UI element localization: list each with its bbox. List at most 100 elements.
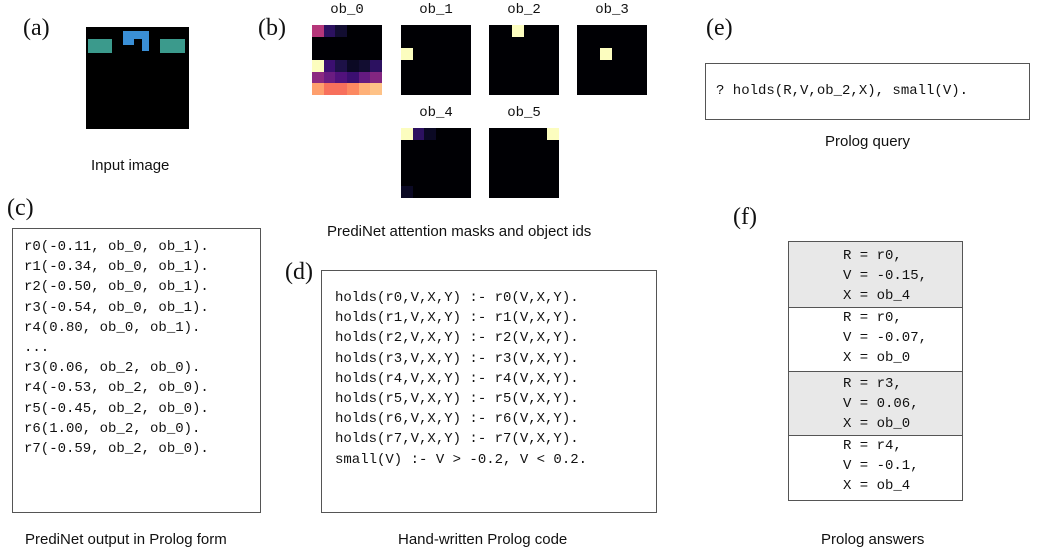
- prolog-answers-box: R = r0, V = -0.15, X = ob_4 R = r0, V = …: [788, 241, 963, 501]
- mask-cell: [436, 83, 448, 95]
- answer-block: R = r4, V = -0.1, X = ob_4: [789, 436, 962, 500]
- input-image: [86, 27, 189, 129]
- mask-cell: [401, 48, 413, 60]
- mask-cell: [347, 36, 359, 49]
- mask-cell: [335, 25, 347, 37]
- mask-cell: [577, 71, 589, 84]
- mask-cell: [489, 174, 501, 187]
- mask-cell: [459, 139, 471, 152]
- mask-cell: [500, 186, 513, 198]
- mask-cell: [335, 36, 347, 49]
- mask-cell: [401, 83, 413, 95]
- code-line: r4(0.80, ob_0, ob_1).: [24, 319, 201, 336]
- answer-line: V = -0.15,: [843, 268, 928, 284]
- mask-cell: [424, 36, 436, 49]
- mask-cell: [436, 163, 448, 175]
- mask-cell: [535, 25, 548, 37]
- mask-cell: [447, 25, 460, 37]
- mask-cell: [312, 48, 324, 60]
- mask-cell: [577, 25, 589, 37]
- mask-cell: [500, 25, 513, 37]
- mask-cell: [323, 36, 336, 49]
- mask-cell: [401, 139, 413, 152]
- code-line: ...: [24, 340, 50, 357]
- mask-cell: [424, 151, 436, 163]
- mask-cell: [412, 71, 425, 84]
- mask-cell: [547, 128, 559, 140]
- mask-cell: [489, 151, 501, 163]
- mask-cell: [412, 174, 425, 187]
- mask-cell: [424, 25, 436, 37]
- mask-cell: [347, 60, 359, 72]
- mask-cell: [489, 36, 501, 49]
- attention-mask-ob0: [312, 25, 382, 95]
- mask-cell: [577, 48, 589, 60]
- mask-cell: [547, 139, 559, 152]
- mask-cell: [547, 36, 559, 49]
- mask-cell: [535, 174, 548, 187]
- code-line: r0(-0.11, ob_0, ob_1).: [24, 239, 209, 255]
- mask-cell: [323, 60, 336, 72]
- code-line: holds(r2,V,X,Y) :- r2(V,X,Y).: [335, 330, 579, 347]
- mask-cell: [500, 48, 513, 60]
- mask-cell: [588, 60, 601, 72]
- code-line: holds(r4,V,X,Y) :- r4(V,X,Y).: [335, 370, 579, 387]
- ob-title-5: ob_5: [507, 105, 541, 121]
- code-line: r3(0.06, ob_2, ob_0).: [24, 360, 201, 377]
- prolog-code-lines: holds(r0,V,X,Y) :- r0(V,X,Y). holds(r1,V…: [335, 288, 587, 470]
- mask-cell: [312, 36, 324, 49]
- caption-input-image: Input image: [91, 157, 170, 174]
- mask-cell: [500, 71, 513, 84]
- mask-cell: [500, 139, 513, 152]
- answer-line: X = ob_4: [843, 478, 911, 494]
- mask-cell: [489, 60, 501, 72]
- caption-predinet-output: PrediNet output in Prolog form: [25, 531, 227, 548]
- mask-cell: [358, 25, 371, 37]
- mask-cell: [370, 83, 382, 95]
- mask-cell: [447, 128, 460, 140]
- mask-cell: [512, 60, 524, 72]
- mask-cell: [512, 151, 524, 163]
- mask-cell: [547, 163, 559, 175]
- mask-cell: [635, 71, 647, 84]
- mask-cell: [547, 25, 559, 37]
- answer-line: R = r0,: [843, 248, 902, 264]
- caption-prolog-code: Hand-written Prolog code: [398, 531, 568, 548]
- mask-cell: [412, 83, 425, 95]
- mask-cell: [524, 186, 536, 198]
- mask-cell: [535, 48, 548, 60]
- mask-cell: [401, 174, 413, 187]
- mask-cell: [524, 71, 536, 84]
- mask-cell: [412, 151, 425, 163]
- mask-cell: [370, 48, 382, 60]
- mask-cell: [489, 25, 501, 37]
- attention-mask-ob5: [489, 128, 559, 198]
- mask-cell: [524, 174, 536, 187]
- mask-cell: [459, 83, 471, 95]
- mask-cell: [459, 71, 471, 84]
- mask-cell: [401, 128, 413, 140]
- mask-cell: [436, 36, 448, 49]
- ob-title-1: ob_1: [419, 2, 453, 18]
- mask-cell: [600, 48, 612, 60]
- answer-line: V = -0.1,: [843, 458, 919, 474]
- teal-block-right: [160, 39, 185, 53]
- ob-title-0: ob_0: [330, 2, 364, 18]
- mask-cell: [512, 128, 524, 140]
- prolog-query-text: ? holds(R,V,ob_2,X), small(V).: [716, 83, 969, 99]
- mask-cell: [612, 71, 624, 84]
- mask-cell: [524, 36, 536, 49]
- answer-line: V = 0.06,: [843, 396, 919, 412]
- mask-cell: [623, 71, 636, 84]
- mask-cell: [335, 71, 347, 84]
- blue-shape: [123, 31, 149, 51]
- mask-cell: [358, 83, 371, 95]
- ob-title-4: ob_4: [419, 105, 453, 121]
- mask-cell: [323, 83, 336, 95]
- mask-cell: [489, 48, 501, 60]
- panel-label-a: (a): [23, 15, 50, 41]
- mask-cell: [358, 36, 371, 49]
- code-line: holds(r5,V,X,Y) :- r5(V,X,Y).: [335, 391, 579, 408]
- mask-cell: [370, 71, 382, 84]
- mask-cell: [347, 71, 359, 84]
